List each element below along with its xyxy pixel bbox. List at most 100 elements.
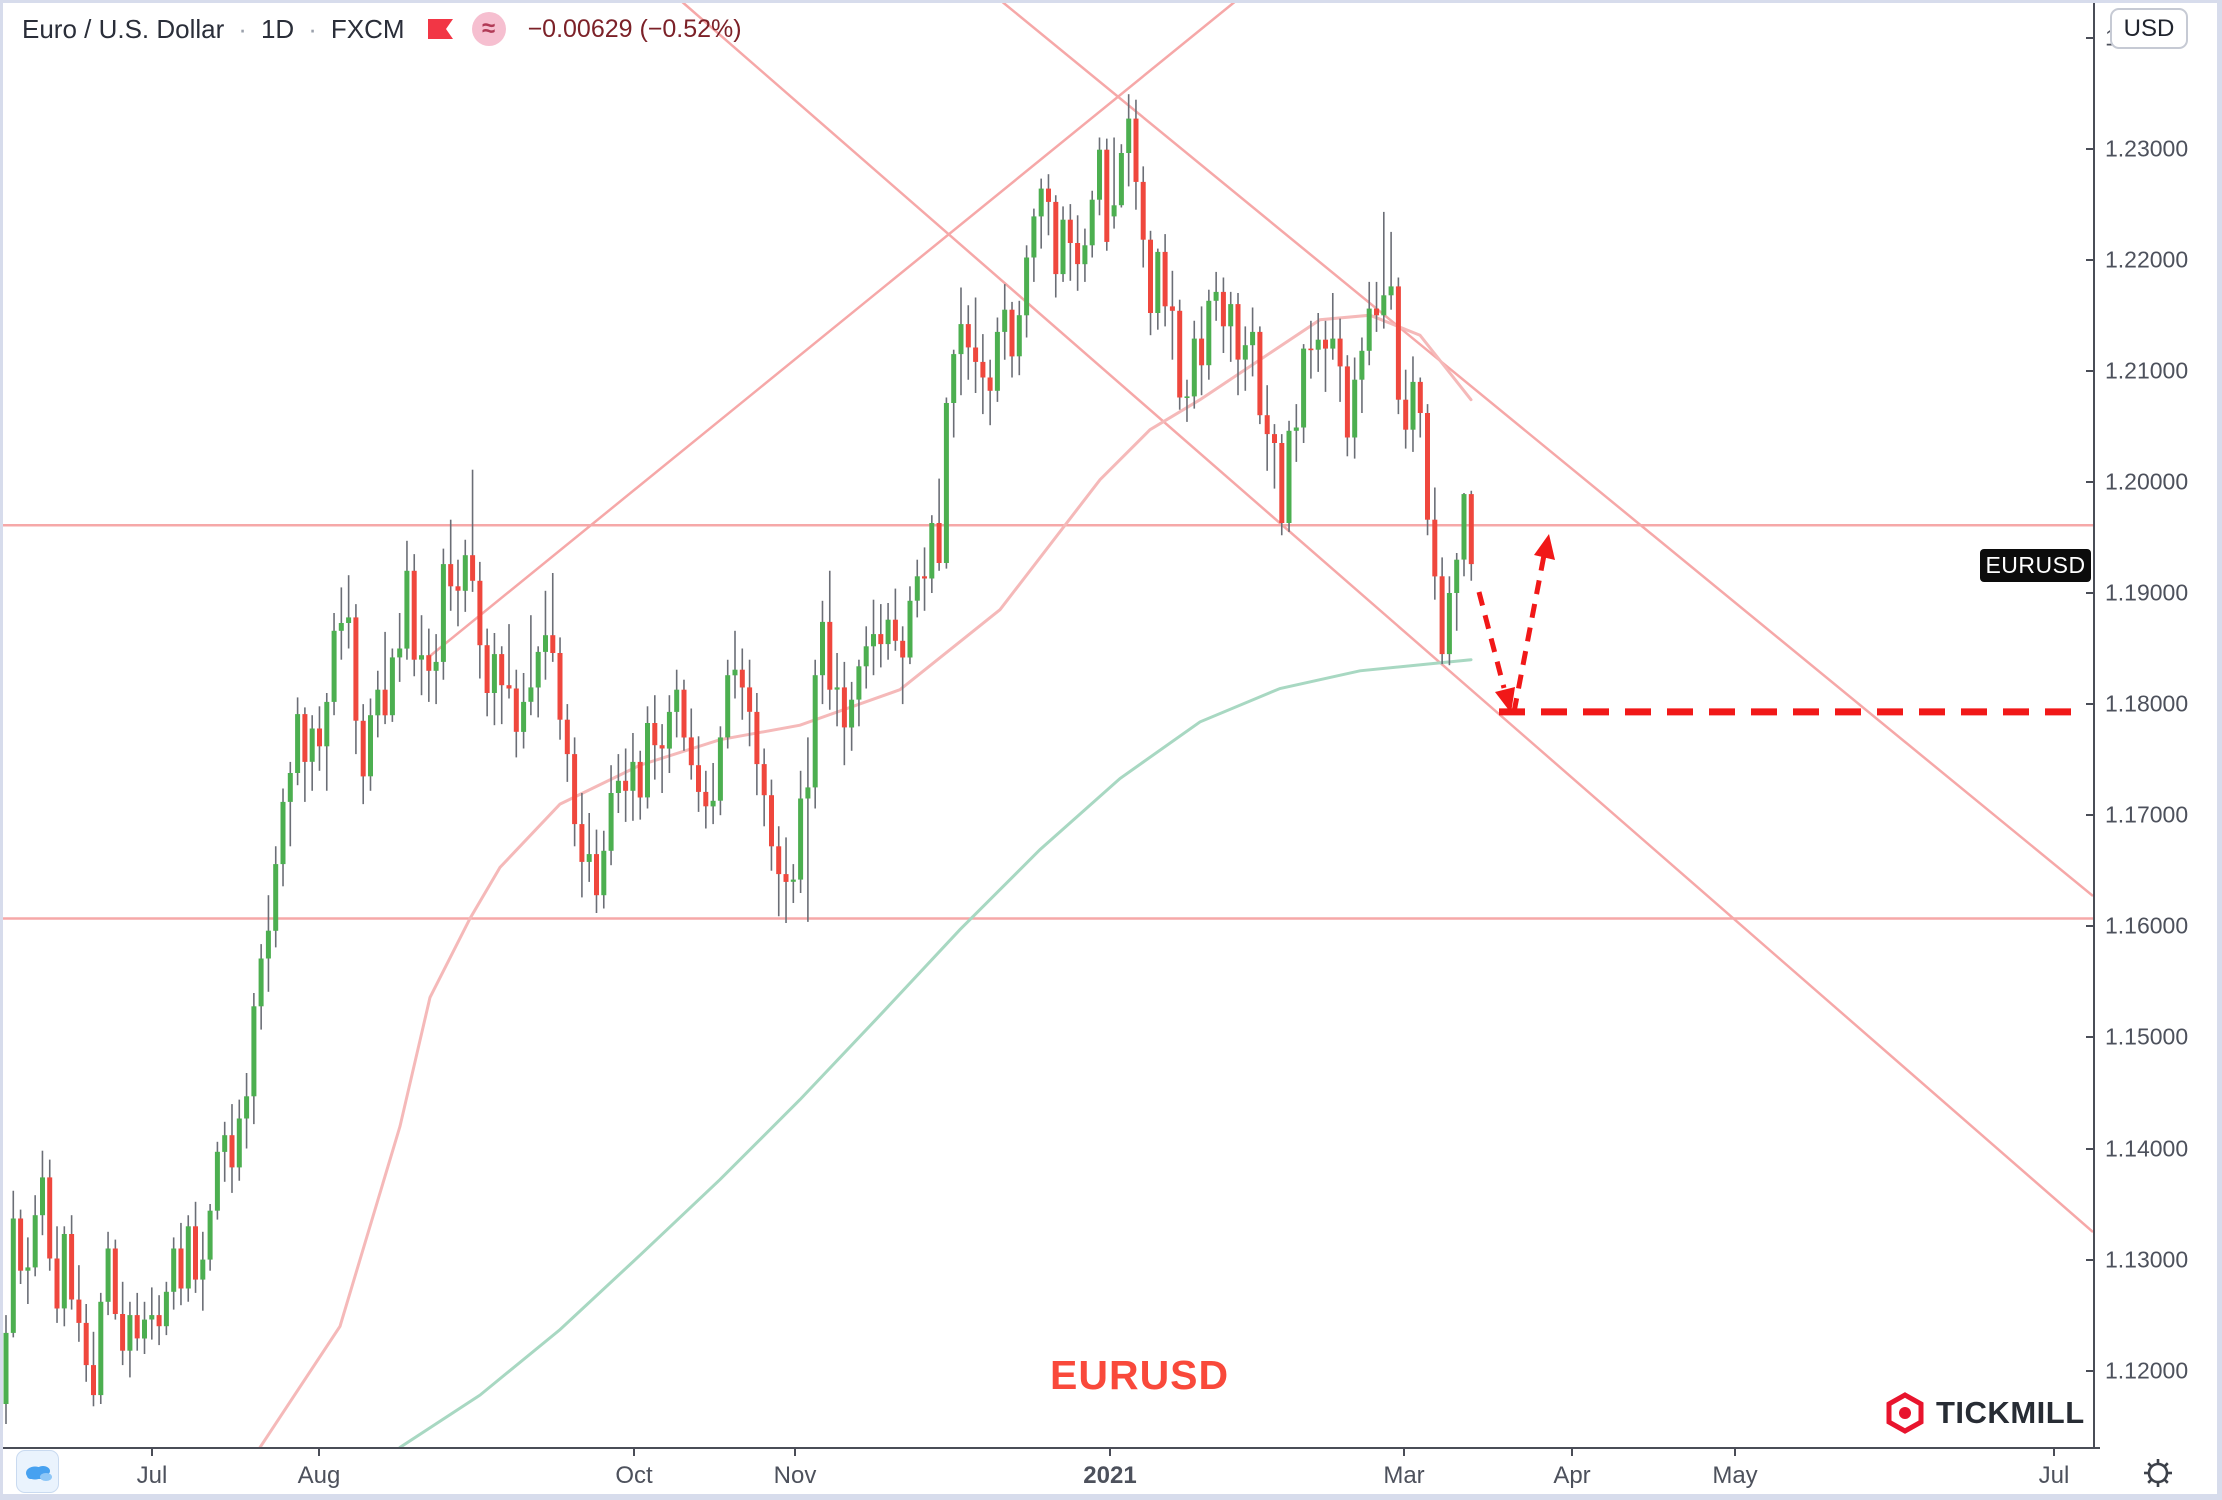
candle-up [914, 576, 920, 601]
currency-toggle-button[interactable]: USD [2110, 8, 2188, 49]
candle-down [1257, 331, 1263, 416]
price-tick-label: 1.17000 [2105, 801, 2189, 828]
candle-down [579, 824, 585, 862]
time-tick-label: Apr [1553, 1462, 1591, 1489]
candle-up [397, 648, 403, 658]
time-axis[interactable]: Jul Aug Oct Nov 2021 Mar Apr May Jul [0, 1448, 2222, 1494]
candle-up [1184, 396, 1190, 398]
candle-up [710, 800, 716, 807]
candle-up [1352, 379, 1358, 438]
candle-down [1169, 306, 1175, 311]
price-tick-mark [2086, 1036, 2094, 1039]
candle-down [892, 619, 898, 641]
candle-up [1097, 149, 1102, 200]
candle-down [973, 347, 979, 362]
candle-up [725, 675, 731, 738]
price-axis[interactable]: 1.240001.230001.220001.210001.200001.190… [2086, 0, 2222, 1447]
candle-down [382, 689, 388, 716]
candle-up [207, 1210, 213, 1260]
candle-up [820, 621, 825, 676]
price-tick-mark [2086, 1258, 2094, 1261]
time-tick-mark [1734, 1448, 1736, 1456]
v-up-arrow-head [1534, 534, 1555, 560]
candle-down [448, 564, 454, 587]
price-tick-label: 1.12000 [2105, 1357, 2189, 1384]
candle-up [309, 728, 315, 762]
symbol-title[interactable]: Euro / U.S. Dollar [22, 13, 225, 44]
candle-down [878, 634, 884, 645]
candle-down [572, 754, 578, 825]
candle-down [426, 655, 432, 671]
candle-down [1053, 201, 1059, 275]
candle-up [440, 564, 446, 662]
candle-up [834, 687, 840, 690]
candle-up [630, 761, 636, 791]
candle-bodies [3, 118, 1474, 1404]
time-tick-mark [2053, 1448, 2055, 1456]
time-tick-label: Oct [615, 1462, 653, 1489]
candle-up [1388, 286, 1394, 296]
time-tick-mark [1403, 1448, 1405, 1456]
candle-down [1046, 188, 1051, 202]
window-frame [0, 1494, 2222, 1500]
price-tick-label: 1.23000 [2105, 135, 2189, 162]
candle-up [404, 570, 410, 649]
candle-up [1446, 593, 1452, 655]
price-tick-label: 1.13000 [2105, 1246, 2189, 1273]
timeframe-label[interactable]: 1D [260, 13, 295, 44]
candle-down [1439, 576, 1445, 655]
candle-up [543, 635, 548, 652]
candle-down [659, 745, 665, 749]
time-tick-label: Jul [2038, 1462, 2070, 1489]
candle-up [1213, 291, 1219, 301]
window-frame [0, 0, 3, 1500]
chart-legend[interactable]: Euro / U.S. Dollar · 1D · FXCM ≈ −0.0062… [22, 12, 742, 46]
candle-down [681, 689, 687, 738]
approx-icon[interactable]: ≈ [471, 12, 506, 46]
candle-down [652, 723, 658, 746]
candle-up [61, 1234, 67, 1309]
candle-up [1454, 559, 1460, 593]
separator-dot: · [308, 13, 317, 44]
settings-gear-icon[interactable] [2138, 1453, 2178, 1498]
candle-down [1162, 251, 1168, 307]
time-tick-label: 2021 [1083, 1462, 1137, 1489]
price-tick-mark [2086, 480, 2094, 483]
candle-down [455, 586, 461, 591]
candle-up [105, 1248, 111, 1302]
candle-up [273, 864, 279, 931]
candle-up [1242, 345, 1248, 360]
candle-down [411, 570, 417, 660]
candle-up [674, 689, 680, 712]
candle-down [1272, 434, 1277, 443]
separator-dot: · [238, 13, 247, 44]
cloud-app-icon[interactable] [16, 1450, 59, 1493]
price-tick-mark [2086, 703, 2094, 706]
candle-up [127, 1315, 133, 1351]
candle-down [134, 1315, 140, 1339]
candle-down [229, 1135, 235, 1168]
candle-up [1228, 304, 1234, 327]
candle-up [375, 689, 381, 716]
candle-down [360, 720, 366, 777]
time-tick-label: Nov [773, 1462, 817, 1489]
candle-down [1432, 519, 1438, 577]
candle-down [965, 324, 971, 348]
candle-up [419, 655, 424, 660]
price-tick-label: 1.14000 [2105, 1135, 2189, 1161]
candle-up [251, 1006, 257, 1097]
candle-down [703, 791, 709, 807]
candle-up [149, 1315, 155, 1320]
price-tick-mark [2086, 147, 2094, 150]
candle-down [1403, 399, 1409, 430]
flag-icon[interactable] [427, 17, 454, 41]
chart-canvas[interactable] [0, 0, 2093, 1447]
candle-up [1206, 300, 1212, 366]
candle-down [112, 1248, 118, 1314]
candle-down [513, 688, 519, 732]
candle-down [470, 555, 476, 581]
cloud-icon [25, 1465, 52, 1481]
candle-up [1038, 188, 1044, 217]
candle-down [637, 761, 643, 798]
window-frame [2217, 0, 2222, 1500]
